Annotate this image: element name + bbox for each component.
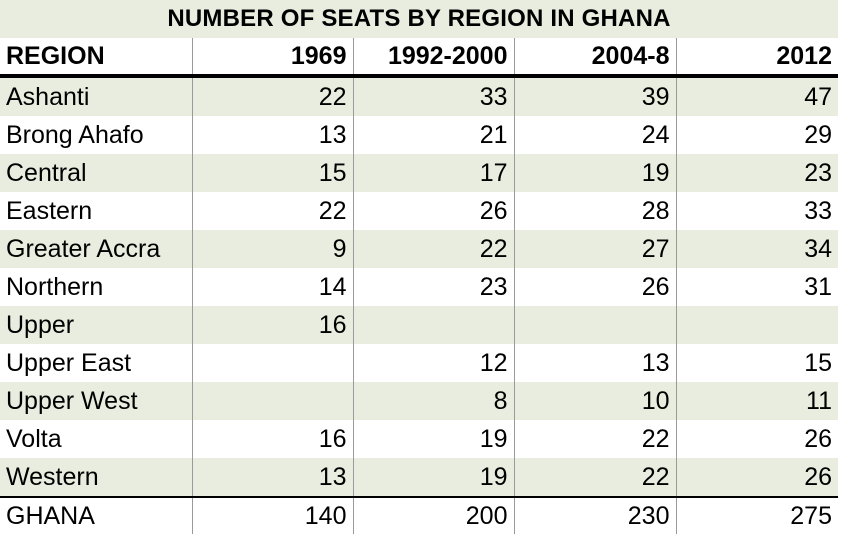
seat-count-cell (676, 306, 838, 344)
seat-count-cell: 23 (804, 159, 832, 187)
table-row: Northern 14 23 26 31 (0, 268, 838, 306)
seat-count-cell: 22 (353, 230, 515, 268)
seat-count-cell (514, 306, 677, 344)
seat-count-cell: 22 (192, 192, 354, 230)
seat-count-cell: 22 (514, 458, 677, 497)
seat-count-cell: 11 (806, 387, 832, 415)
seat-count-cell: 12 (353, 344, 515, 382)
total-label: GHANA (0, 497, 193, 534)
region-cell: Upper West (0, 382, 193, 420)
table-row: Volta 16 19 22 26 (0, 420, 838, 458)
seat-count-cell: 13 (514, 344, 677, 382)
seat-count-cell: 21 (353, 116, 515, 154)
seat-count-cell: 31 (804, 273, 832, 301)
seat-count-cell: 47 (804, 83, 832, 111)
region-cell: Brong Ahafo (0, 116, 193, 154)
table-row: Eastern 22 26 28 33 (0, 192, 838, 230)
seat-count-cell: 17 (353, 154, 515, 192)
table-row: Ashanti 22 33 39 47 (0, 76, 838, 116)
total-cell: 275 (790, 502, 832, 530)
seat-count-cell: 28 (514, 192, 677, 230)
seat-count-cell: 29 (804, 121, 832, 149)
region-cell: Central (0, 154, 193, 192)
seat-count-cell: 26 (353, 192, 515, 230)
seat-count-cell: 19 (353, 420, 515, 458)
column-header-2004-8: 2004-8 (514, 38, 677, 76)
seat-count-cell: 26 (804, 463, 832, 491)
seat-count-cell (192, 382, 354, 420)
seat-count-cell: 26 (804, 425, 832, 453)
region-cell: Northern (0, 268, 193, 306)
region-cell: Greater Accra (0, 230, 193, 268)
total-row: GHANA 140 200 230 275 (0, 497, 838, 534)
seat-count-cell: 33 (804, 197, 832, 225)
seat-count-cell: 15 (804, 349, 832, 377)
seat-count-cell: 26 (514, 268, 677, 306)
region-cell: Upper East (0, 344, 193, 382)
table-body: Ashanti 22 33 39 47 Brong Ahafo 13 21 24 29 Centra… (0, 76, 838, 497)
column-header-region: REGION (0, 38, 193, 76)
region-cell: Eastern (0, 192, 193, 230)
seat-count-cell: 33 (353, 76, 515, 116)
region-cell: Volta (0, 420, 193, 458)
table-row: Upper West 8 10 11 (0, 382, 838, 420)
table-row: Greater Accra 9 22 27 34 (0, 230, 838, 268)
seats-table: REGION 1969 1992-2000 2004-8 2012 Ashant… (0, 38, 838, 534)
seat-count-cell (192, 344, 354, 382)
seat-count-cell: 10 (514, 382, 677, 420)
seat-count-cell: 9 (192, 230, 354, 268)
region-cell: Upper (0, 306, 193, 344)
total-cell: 200 (353, 497, 515, 534)
column-header-1992-2000: 1992-2000 (353, 38, 515, 76)
seat-count-cell: 13 (192, 116, 354, 154)
seat-count-cell: 14 (192, 268, 354, 306)
column-header-1969: 1969 (192, 38, 354, 76)
seat-count-cell (353, 306, 515, 344)
seat-count-cell: 22 (192, 76, 354, 116)
table-row: Central 15 17 19 23 (0, 154, 838, 192)
seat-count-cell: 8 (353, 382, 515, 420)
seat-count-cell: 19 (514, 154, 677, 192)
table-row: Upper East 12 13 15 (0, 344, 838, 382)
table-row: Upper 16 (0, 306, 838, 344)
seat-count-cell: 16 (192, 306, 354, 344)
seat-count-cell: 16 (192, 420, 354, 458)
seat-count-cell: 39 (514, 76, 677, 116)
seat-count-cell: 34 (804, 235, 832, 263)
seat-count-cell: 13 (192, 458, 354, 497)
seat-count-cell: 19 (353, 458, 515, 497)
table-row: Western 13 19 22 26 (0, 458, 838, 497)
seat-count-cell: 22 (514, 420, 677, 458)
seat-count-cell: 27 (514, 230, 677, 268)
header-row: REGION 1969 1992-2000 2004-8 2012 (0, 38, 838, 76)
table-title: NUMBER OF SEATS BY REGION IN GHANA (0, 0, 838, 38)
seat-count-cell: 15 (192, 154, 354, 192)
column-header-2012: 2012 (776, 42, 832, 70)
region-cell: Ashanti (0, 76, 193, 116)
seat-count-cell: 24 (514, 116, 677, 154)
region-cell: Western (0, 458, 193, 497)
table-row: Brong Ahafo 13 21 24 29 (0, 116, 838, 154)
total-cell: 230 (514, 497, 677, 534)
total-cell: 140 (192, 497, 354, 534)
seat-count-cell: 23 (353, 268, 515, 306)
